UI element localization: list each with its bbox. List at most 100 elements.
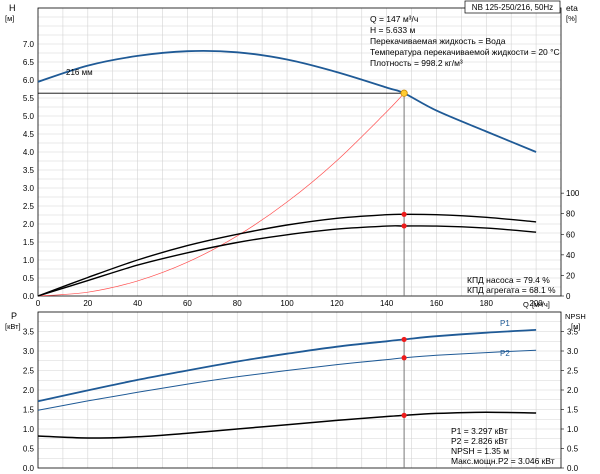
eta-tick-label: 80 [566,210,575,219]
h-tick-label: 3.0 [23,184,35,193]
p-tick-label: 3.5 [23,328,35,337]
q-tick-label: 0 [36,299,41,308]
eta-tick-label: 0 [566,292,571,301]
q-tick-label: 40 [133,299,142,308]
duty-info: Q = 147 м³/ч H = 5.633 м Перекачиваемая … [370,14,560,68]
q-tick-label: 100 [280,299,294,308]
info-liquid: Перекачиваемая жидкость = Вода [370,36,506,46]
p-tick-label: 0.0 [23,464,35,473]
top-tick-labels: 20 40 60 80 100 120 140 160 180 20000.00.51.01.52… [23,40,580,308]
info-temperature: Температура перекачиваемой жидкости = 20… [370,47,560,57]
eta-axis-label: eta [566,3,578,13]
q-tick-label: 180 [480,299,494,308]
chart-title: NB 125-250/216, 50Hz [472,3,553,12]
p-axis-label: P [11,311,17,321]
npsh-tick-label: 0.5 [567,445,579,454]
top-grid [38,8,561,296]
npsh-tick-label: 3.5 [567,328,579,337]
unit-efficiency-point [401,223,407,229]
head-curve [37,50,537,153]
p-tick-label: 0.5 [23,445,35,454]
q-tick-label: 20 [83,299,92,308]
q-axis-unit: [м³/ч] [532,300,550,309]
h-tick-label: 1.0 [23,256,35,265]
impeller-diameter-label: 216 мм [66,68,93,77]
efficiency-info: КПД насоса = 79.4 % КПД агрегата = 68.1 … [467,275,556,295]
h-axis-unit: [м] [5,14,14,23]
top-plot-frame [37,7,562,297]
p-tick-label: 1.5 [23,406,35,415]
eta_unit-curve [37,225,537,297]
h-tick-label: 5.0 [23,112,35,121]
p1-curve [37,329,537,403]
h-tick-label: 4.0 [23,148,35,157]
p2-curve [37,349,537,411]
h-tick-label: 6.0 [23,76,35,85]
eta-tick-label: 20 [566,271,575,280]
bottom-duty-marks [401,336,407,468]
eta-tick-label: 100 [566,189,580,198]
eta-tick-label: 60 [566,230,575,239]
info-head: H = 5.633 м [370,25,415,35]
npsh-tick-label: 1.0 [567,425,579,434]
h-tick-label: 1.5 [23,238,35,247]
npsh-tick-label: 0.0 [567,464,579,473]
info-unit-efficiency: КПД агрегата = 68.1 % [467,285,556,295]
npsh-axis-unit: [м] [571,322,580,331]
info-p2: P2 = 2.826 кВт [451,436,508,446]
p2-curve-label: P2 [500,349,510,358]
q-tick-label: 60 [183,299,192,308]
npsh-curve [37,411,537,439]
eta_pump-curve [37,213,537,297]
h-tick-label: 4.5 [23,130,35,139]
eta-tick-label: 40 [566,251,575,260]
power-info: P1 = 3.297 кВт P2 = 2.826 кВт NPSH = 1.3… [451,426,555,466]
h-tick-label: 2.5 [23,202,35,211]
info-density: Плотность = 998.2 кг/м³ [370,58,463,68]
npsh-tick-label: 2.0 [567,386,579,395]
chart-title-box: NB 125-250/216, 50Hz [464,0,561,14]
npsh-duty-point [401,412,407,418]
top-panel: 20 40 60 80 100 120 140 160 180 20000.00.51.01.52… [5,0,580,309]
q-tick-label: 80 [233,299,242,308]
top-series [37,50,537,297]
info-p1: P1 = 3.297 кВт [451,426,508,436]
chart-title-frame [464,0,561,14]
bottom-panel: 0.0 0.5 1.0 1.5 2.0 2.5 3.0 3.5 0.0 0.5 1.0 1.5 2.0 2… [5,311,586,473]
npsh-axis-label: NPSH [565,312,586,321]
pump-efficiency-point [401,211,407,217]
h-tick-label: 7.0 [23,40,35,49]
npsh-tick-label: 3.0 [567,347,579,356]
h-axis-label: H [9,3,16,13]
duty-point-marker [400,89,408,97]
q-tick-label: 160 [430,299,444,308]
h-tick-label: 3.5 [23,166,35,175]
p1-curve-label: P1 [500,319,510,328]
p1-duty-point [401,336,407,343]
p2-duty-point [401,355,407,361]
info-npsh: NPSH = 1.35 м [451,446,509,456]
info-max-p2: Макс.мощн.P2 = 3.046 кВт [451,456,555,466]
h-tick-label: 2.0 [23,220,35,229]
p-axis-unit: [кВт] [5,322,21,331]
p-tick-label: 2.5 [23,367,35,376]
q-axis-label: Q [523,300,529,309]
h-tick-label: 0.5 [23,274,35,283]
npsh-tick-label: 2.5 [567,367,579,376]
p-tick-label: 1.0 [23,425,35,434]
bottom-tick-labels: 0.0 0.5 1.0 1.5 2.0 2.5 3.0 3.5 0.0 0.5 1.0 1.5 2.0 2… [23,328,579,474]
q-tick-label: 120 [330,299,344,308]
bottom-series [37,329,537,439]
npsh-tick-label: 1.5 [567,406,579,415]
p-tick-label: 2.0 [23,386,35,395]
q-tick-label: 200 [529,299,543,308]
top-duty-marks [38,89,408,296]
h-tick-label: 6.5 [23,58,35,67]
info-flow: Q = 147 м³/ч [370,14,418,24]
eta-axis-unit: [%] [566,14,577,23]
q-tick-label: 140 [380,299,394,308]
h-tick-label: 5.5 [23,94,35,103]
info-pump-efficiency: КПД насоса = 79.4 % [467,275,550,285]
p-tick-label: 3.0 [23,347,35,356]
